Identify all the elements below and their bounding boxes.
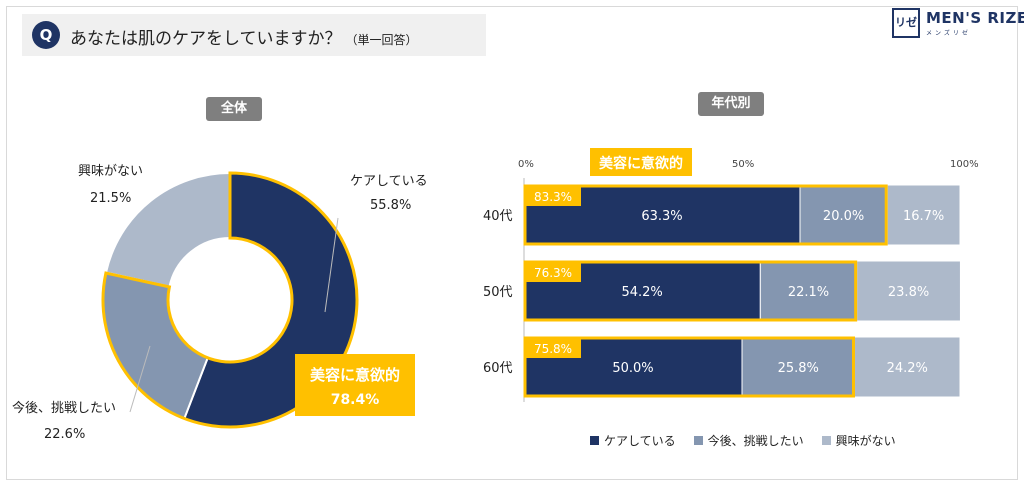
question-title: あなたは肌のケアをしていますか？ （単一回答） bbox=[70, 24, 418, 49]
donut-leader-care bbox=[324, 217, 339, 313]
bar-value-label-care: 63.3% bbox=[641, 209, 682, 224]
x-tick-label: 100% bbox=[950, 159, 979, 170]
donut-label-none: 興味がない bbox=[78, 164, 143, 179]
bar-value-label-care: 54.2% bbox=[621, 285, 662, 300]
donut-slice-none bbox=[104, 171, 231, 288]
donut-label-care: ケアしている bbox=[350, 174, 428, 189]
donut-value-challenge: 22.6% bbox=[44, 427, 85, 442]
donut-highlight-value: 78.4% bbox=[331, 392, 380, 408]
overall-panel-title: 全体 bbox=[206, 97, 262, 121]
question-badge: Q bbox=[32, 21, 60, 49]
bar-value-label-none: 24.2% bbox=[887, 361, 928, 376]
bar-value-label-none: 16.7% bbox=[903, 209, 944, 224]
donut-highlight-outline bbox=[101, 171, 359, 429]
bar-highlight-tag bbox=[525, 186, 581, 206]
brand-mark: リゼ bbox=[892, 8, 920, 38]
bar-highlight-header-label: 美容に意欲的 bbox=[599, 155, 683, 172]
age-panel-title: 年代別 bbox=[698, 92, 764, 116]
question-banner bbox=[22, 14, 486, 56]
bar-value-label-challenge: 20.0% bbox=[823, 209, 864, 224]
legend-swatch-challenge bbox=[693, 436, 703, 445]
legend-label-challenge: 今後、挑戦したい bbox=[707, 434, 804, 448]
bar-segment-challenge bbox=[799, 184, 888, 246]
bar-highlight-outline bbox=[523, 260, 858, 322]
bar-value-label-challenge: 25.8% bbox=[778, 361, 819, 376]
donut-value-care: 55.8% bbox=[370, 198, 411, 213]
brand-name: MEN'S RIZE bbox=[926, 9, 1024, 27]
bar-highlight-value: 75.8% bbox=[534, 342, 572, 356]
x-tick-label: 0% bbox=[518, 159, 534, 170]
x-tick-label: 50% bbox=[732, 159, 754, 170]
question-subtext: （単一回答） bbox=[345, 33, 418, 47]
legend-swatch-none bbox=[821, 436, 831, 445]
bar-highlight-value: 83.3% bbox=[534, 190, 572, 204]
question-text: あなたは肌のケアをしていますか？ bbox=[70, 29, 342, 49]
bar-segment-none bbox=[886, 184, 961, 246]
bar-highlight-outline bbox=[523, 184, 888, 246]
legend-swatch-care bbox=[590, 436, 599, 445]
bar-highlight-header-box bbox=[590, 148, 692, 176]
legend-item-none: 興味がない bbox=[821, 432, 896, 449]
bar-value-label-none: 23.8% bbox=[888, 285, 929, 300]
bar-value-label-challenge: 22.1% bbox=[788, 285, 829, 300]
bar-highlight-tag bbox=[525, 338, 581, 358]
donut-highlight-box bbox=[295, 354, 415, 416]
bar-highlight-tag bbox=[525, 262, 581, 282]
category-label: 40代 bbox=[483, 209, 513, 224]
legend-item-challenge: 今後、挑戦したい bbox=[693, 432, 804, 449]
bar-segment-none bbox=[856, 260, 961, 322]
legend-item-care: ケアしている bbox=[590, 432, 676, 449]
donut-value-none: 21.5% bbox=[90, 191, 131, 206]
chart-legend: ケアしている 今後、挑戦したい 興味がない bbox=[590, 432, 896, 449]
donut-leader-challenge bbox=[129, 345, 151, 413]
bar-segment-challenge bbox=[741, 336, 855, 398]
bar-segment-none bbox=[853, 336, 961, 398]
category-label: 60代 bbox=[483, 361, 513, 376]
bar-highlight-value: 76.3% bbox=[534, 266, 572, 280]
donut-label-challenge: 今後、挑戦したい bbox=[12, 400, 116, 416]
category-label: 50代 bbox=[483, 285, 513, 300]
bar-value-label-care: 50.0% bbox=[612, 361, 653, 376]
donut-highlight-label: 美容に意欲的 bbox=[310, 366, 400, 384]
legend-label-care: ケアしている bbox=[604, 434, 676, 448]
legend-label-none: 興味がない bbox=[835, 434, 896, 448]
brand-tagline: メンズリゼ bbox=[926, 30, 971, 37]
bar-highlight-outline bbox=[523, 336, 855, 398]
